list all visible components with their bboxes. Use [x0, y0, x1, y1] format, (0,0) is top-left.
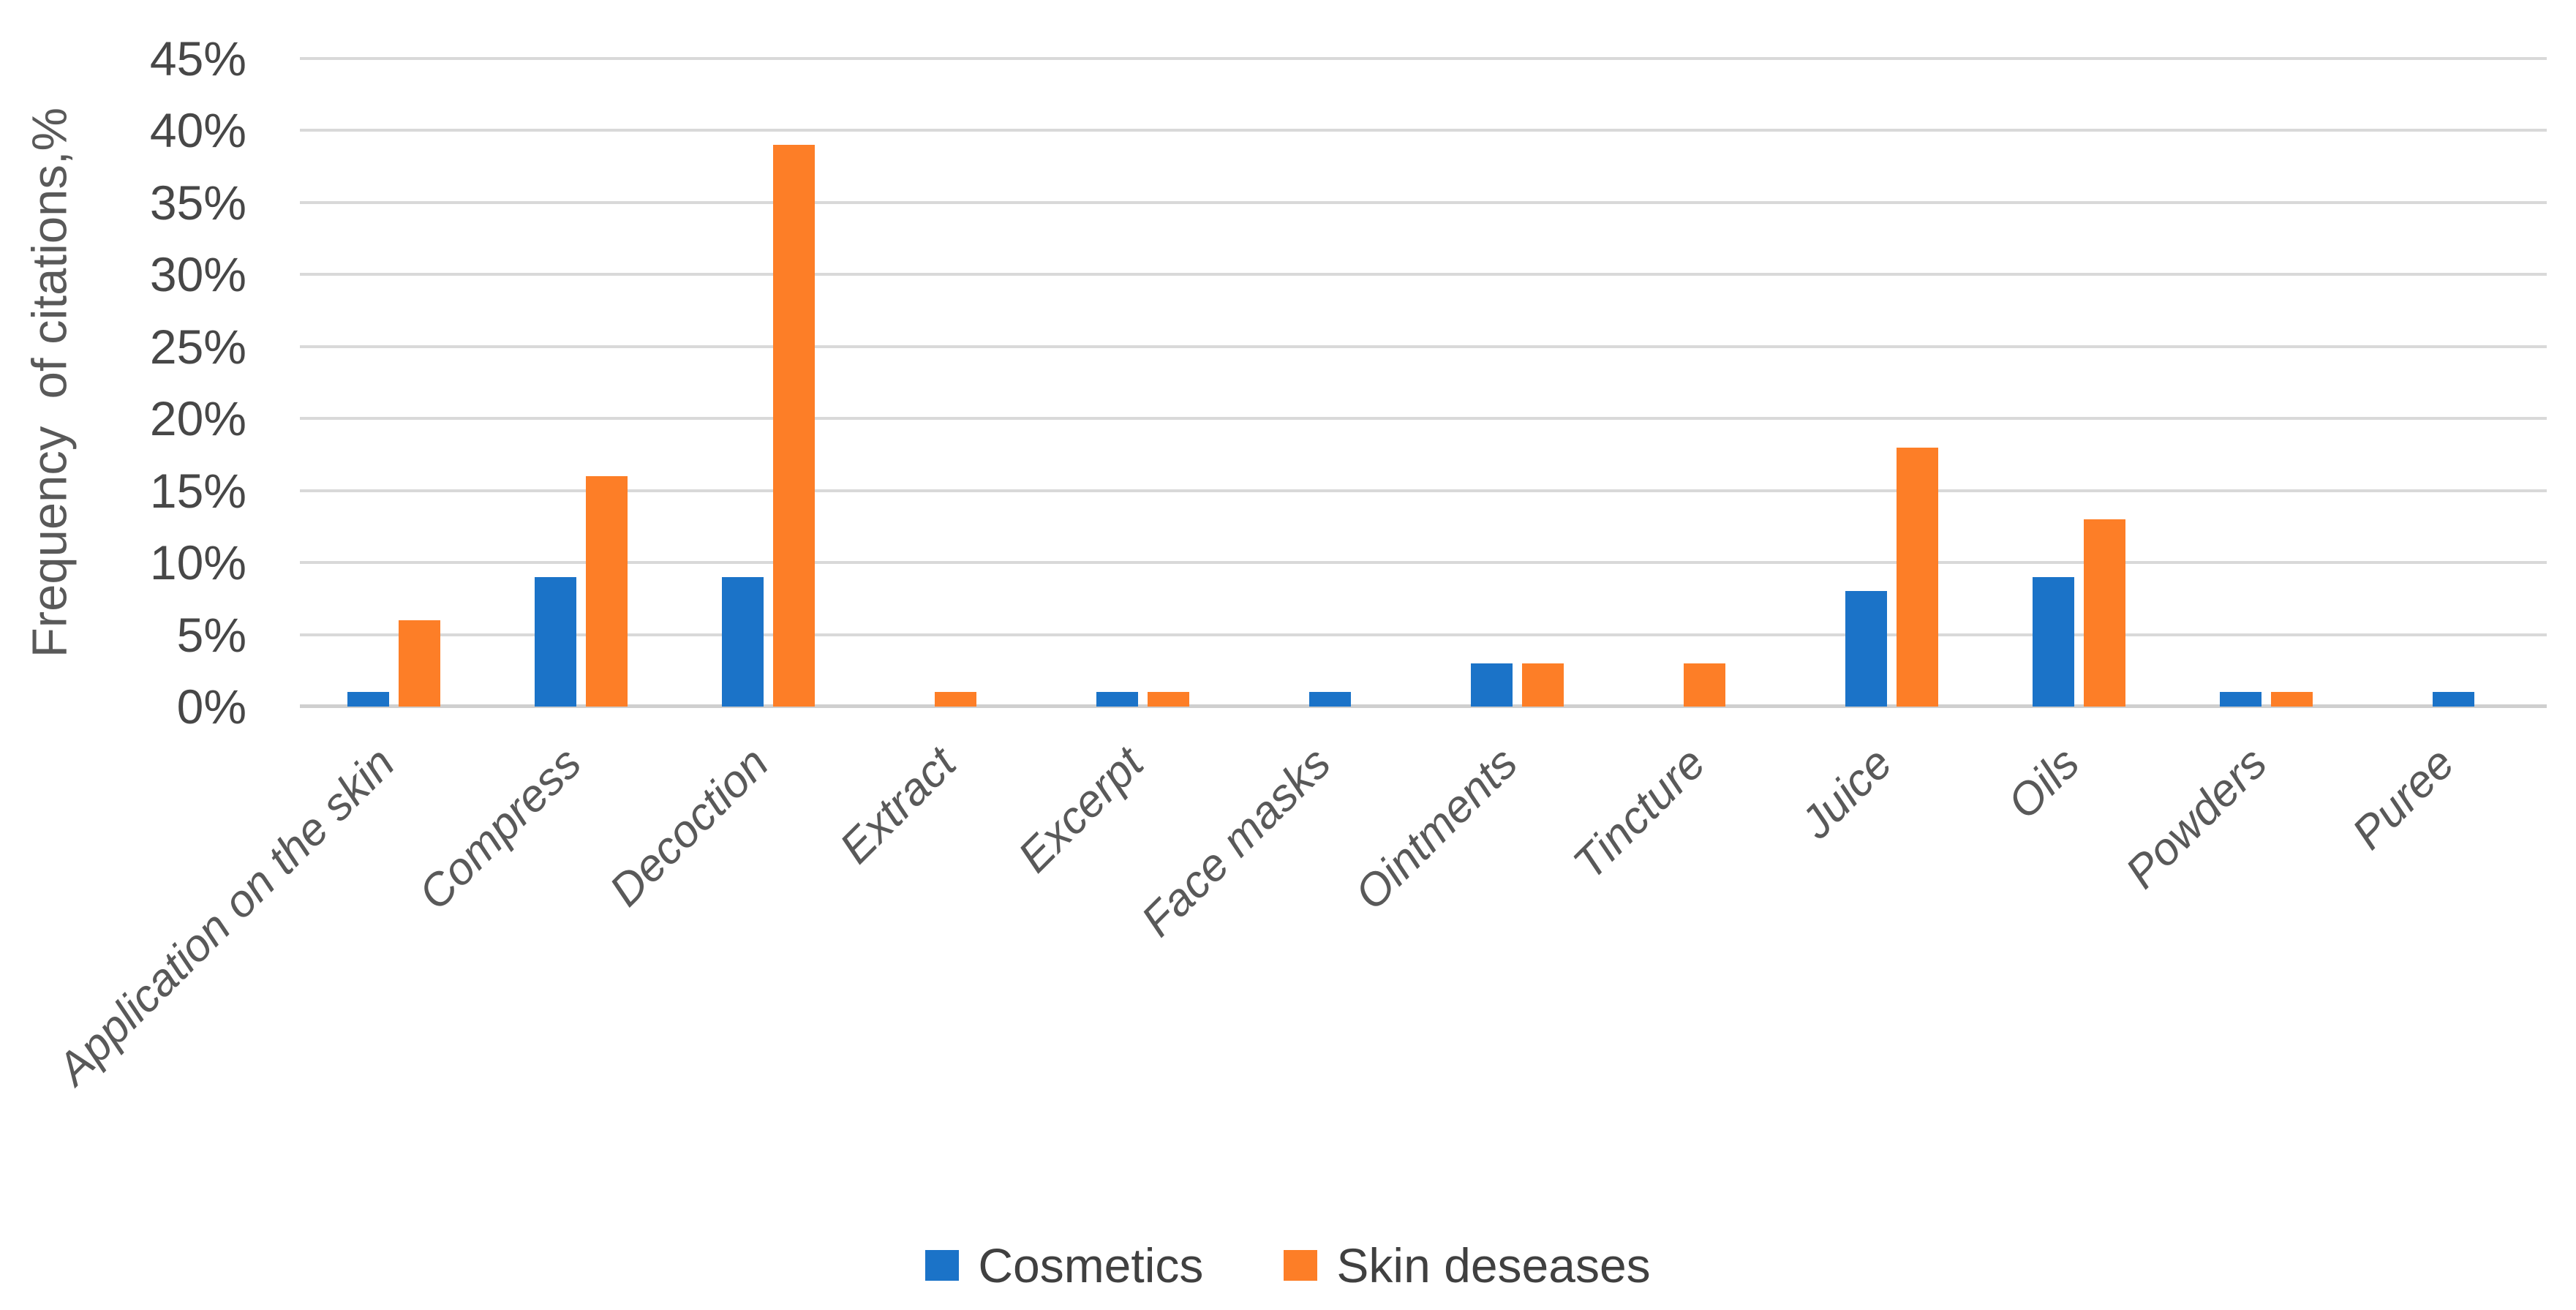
gridline-5: [300, 633, 2547, 636]
y-tick-label-0: 0%: [176, 680, 246, 734]
bar-cosmetics-puree: [2432, 692, 2474, 707]
plot-area: [300, 57, 2547, 708]
gridline-35: [300, 200, 2547, 204]
gridline-15: [300, 489, 2547, 492]
bar-cosmetics-decoction: [721, 577, 764, 707]
bar-group-powders: [2172, 59, 2360, 707]
gridline-45: [300, 57, 2547, 60]
y-tick-label-35: 35%: [149, 175, 246, 230]
y-tick-label-40: 40%: [149, 103, 246, 158]
gridline-40: [300, 129, 2547, 132]
legend-label-cosmetics: Cosmetics: [978, 1238, 1204, 1292]
y-tick-label-10: 10%: [149, 535, 246, 590]
y-tick-label-45: 45%: [149, 31, 246, 86]
bar-cosmetics-juice: [1845, 591, 1887, 707]
bar-group-compress: [487, 59, 674, 707]
legend-item-cosmetics: Cosmetics: [925, 1238, 1203, 1293]
bar-group-puree: [2360, 59, 2547, 707]
y-tick-label-15: 15%: [149, 463, 246, 518]
bar-skin-deseases-juice: [1896, 448, 1938, 707]
bar-skin-deseases-application-on-the-skin: [398, 620, 440, 707]
legend-item-skin-deseases: Skin deseases: [1284, 1238, 1651, 1293]
x-label-ointments: Ointments: [1345, 737, 1528, 920]
bar-skin-deseases-oils: [2083, 519, 2125, 707]
bar-cosmetics-ointments: [1470, 663, 1513, 707]
bar-group-decoction: [674, 59, 862, 707]
bar-skin-deseases-extract: [934, 692, 976, 707]
bar-skin-deseases-powders: [2270, 692, 2313, 707]
legend-swatch-cosmetics: [925, 1250, 960, 1281]
bar-skin-deseases-excerpt: [1147, 692, 1189, 707]
x-label-decoction: Decoction: [600, 737, 779, 916]
bar-cosmetics-oils: [2032, 577, 2074, 707]
bar-cosmetics-powders: [2219, 692, 2261, 707]
bar-cosmetics-application-on-the-skin: [347, 692, 389, 707]
bar-group-ointments: [1423, 59, 1611, 707]
bar-group-application-on-the-skin: [300, 59, 487, 707]
gridline-25: [300, 345, 2547, 348]
bar-group-juice: [1798, 59, 1985, 707]
y-tick-label-5: 5%: [176, 607, 246, 662]
gridline-10: [300, 561, 2547, 565]
legend-swatch-skin-deseases: [1284, 1250, 1318, 1281]
x-label-application-on-the-skin: Application on the skin: [48, 737, 404, 1095]
x-label-compress: Compress: [409, 737, 592, 920]
bar-cosmetics-excerpt: [1096, 692, 1138, 707]
x-label-oils: Oils: [1998, 737, 2090, 829]
x-axis-line: [300, 704, 2547, 708]
legend-label-skin-deseases: Skin deseases: [1336, 1238, 1651, 1292]
gridline-20: [300, 417, 2547, 421]
x-label-extract: Extract: [830, 737, 966, 873]
bar-cosmetics-face-masks: [1308, 692, 1351, 707]
gridline-30: [300, 273, 2547, 276]
legend: Cosmetics Skin deseases: [0, 1238, 2576, 1293]
x-label-face-masks: Face masks: [1131, 737, 1341, 946]
x-label-excerpt: Excerpt: [1009, 737, 1153, 883]
bar-skin-deseases-decoction: [772, 145, 815, 707]
y-tick-label-20: 20%: [149, 391, 246, 446]
bar-group-oils: [1985, 59, 2172, 707]
x-label-puree: Puree: [2342, 737, 2464, 859]
y-tick-label-25: 25%: [149, 319, 246, 374]
bar-group-excerpt: [1049, 59, 1236, 707]
bar-group-face-masks: [1236, 59, 1423, 707]
bar-skin-deseases-compress: [585, 476, 628, 707]
x-label-powders: Powders: [2116, 737, 2277, 899]
bar-skin-deseases-ointments: [1521, 663, 1564, 707]
bar-group-extract: [862, 59, 1049, 707]
bar-skin-deseases-tincture: [1683, 663, 1725, 707]
y-tick-label-30: 30%: [149, 247, 246, 302]
x-label-tincture: Tincture: [1563, 737, 1715, 889]
bar-cosmetics-compress: [534, 577, 576, 707]
bar-groups: [300, 59, 2547, 707]
x-label-juice: Juice: [1791, 737, 1902, 848]
bar-group-tincture: [1611, 59, 1798, 707]
